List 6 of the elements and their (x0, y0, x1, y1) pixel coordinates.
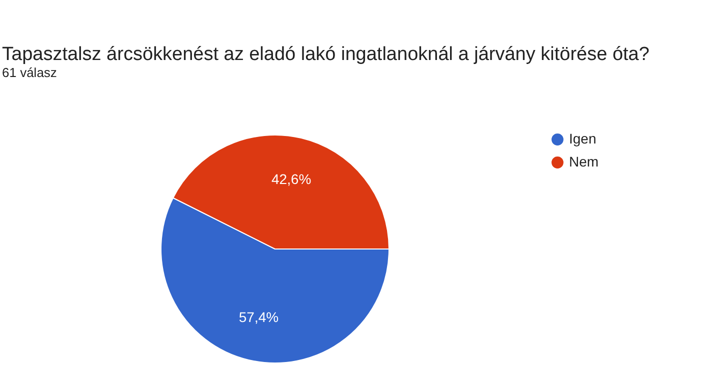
legend-label: Nem (569, 154, 599, 170)
chart-title: Tapasztalsz árcsökkenést az eladó lakó ingatlanoknál a járvány kitörése óta? (2, 44, 650, 65)
data-label: 57,4% (238, 308, 279, 325)
data-label: 42,6% (271, 171, 312, 188)
legend-label: Igen (569, 130, 596, 146)
text: 61 válasz (2, 65, 57, 80)
